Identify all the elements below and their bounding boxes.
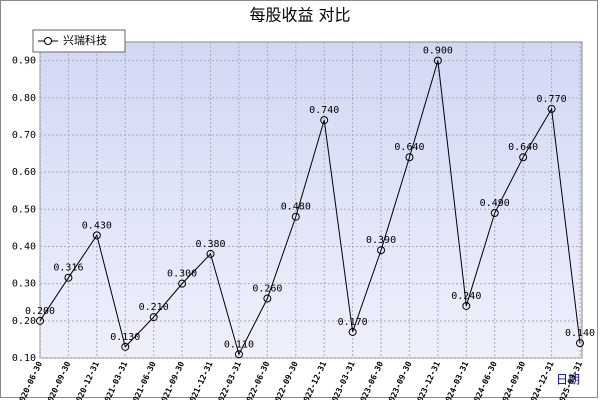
point — [547, 104, 556, 113]
point — [348, 327, 357, 336]
y-tick-label: 0.10 — [12, 353, 36, 364]
y-tick-label: 0.90 — [12, 56, 36, 67]
value-label: 0.770 — [537, 94, 567, 105]
point — [234, 350, 243, 359]
point — [320, 116, 329, 125]
value-label: 0.130 — [110, 332, 140, 343]
point — [36, 316, 44, 325]
value-label: 0.200 — [25, 306, 55, 317]
x-axis-label: 日期 — [556, 373, 580, 387]
y-tick-label: 0.20 — [12, 316, 36, 327]
point — [206, 249, 215, 258]
value-label: 0.170 — [338, 317, 368, 328]
point — [462, 301, 471, 310]
chart-title: 每股收益 对比 — [249, 6, 350, 25]
point — [291, 212, 300, 221]
point — [519, 153, 528, 162]
y-tick-label: 0.60 — [12, 167, 36, 178]
y-tick-label: 0.40 — [12, 241, 36, 252]
point — [121, 342, 130, 351]
point — [576, 339, 584, 348]
value-label: 0.210 — [139, 302, 169, 313]
value-label: 0.110 — [224, 339, 254, 350]
point — [178, 279, 187, 288]
value-label: 0.240 — [451, 291, 481, 302]
y-tick-label: 0.70 — [12, 130, 36, 141]
point — [377, 246, 386, 255]
y-tick-label: 0.30 — [12, 279, 36, 290]
value-label: 0.380 — [195, 239, 225, 250]
point — [405, 153, 414, 162]
value-label: 0.640 — [394, 142, 424, 153]
point — [490, 209, 499, 218]
value-label: 0.490 — [480, 198, 510, 209]
value-label: 0.390 — [366, 235, 396, 246]
legend-marker — [44, 37, 52, 45]
value-label: 0.300 — [167, 269, 197, 280]
point — [263, 294, 272, 303]
legend-label: 兴瑞科技 — [63, 33, 107, 47]
point — [64, 273, 73, 282]
point — [92, 231, 101, 240]
value-label: 0.640 — [508, 142, 538, 153]
value-label: 0.900 — [423, 46, 453, 57]
value-label: 0.140 — [565, 328, 595, 339]
value-label: 0.480 — [281, 202, 311, 213]
point — [433, 56, 442, 65]
y-tick-label: 0.80 — [12, 93, 36, 104]
value-label: 0.430 — [82, 220, 112, 231]
value-label: 0.316 — [53, 263, 83, 274]
line — [39, 60, 581, 356]
point — [149, 313, 158, 322]
y-tick-label: 0.50 — [12, 204, 36, 215]
value-label: 0.260 — [252, 284, 282, 295]
legend-box — [32, 29, 126, 53]
plot-area — [39, 41, 583, 359]
value-label: 0.740 — [309, 105, 339, 116]
